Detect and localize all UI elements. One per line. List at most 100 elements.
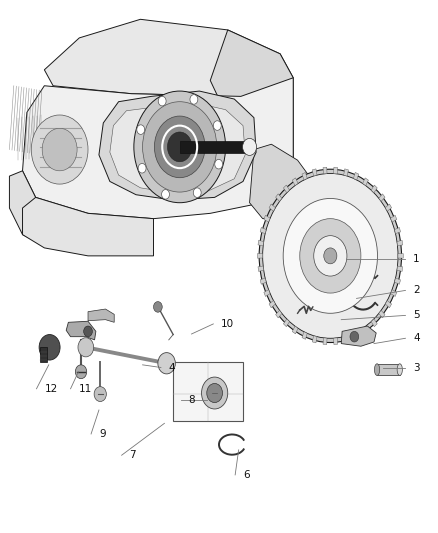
Polygon shape bbox=[385, 301, 392, 308]
Polygon shape bbox=[379, 194, 385, 201]
Circle shape bbox=[31, 115, 88, 184]
Circle shape bbox=[263, 173, 398, 338]
Polygon shape bbox=[302, 172, 307, 180]
Polygon shape bbox=[110, 103, 245, 193]
Polygon shape bbox=[397, 240, 403, 246]
Bar bbox=[40, 348, 47, 362]
Text: 9: 9 bbox=[99, 429, 106, 439]
Circle shape bbox=[314, 236, 347, 276]
Circle shape bbox=[162, 190, 170, 199]
Polygon shape bbox=[276, 310, 282, 318]
Text: 2: 2 bbox=[413, 286, 420, 295]
Circle shape bbox=[350, 332, 359, 342]
Bar bbox=[180, 141, 250, 153]
Polygon shape bbox=[341, 326, 376, 346]
Polygon shape bbox=[22, 197, 153, 256]
Circle shape bbox=[190, 95, 198, 104]
Polygon shape bbox=[395, 228, 400, 233]
Circle shape bbox=[137, 125, 145, 134]
Polygon shape bbox=[323, 338, 327, 344]
Bar bbox=[377, 364, 400, 375]
Text: 5: 5 bbox=[413, 310, 420, 320]
Circle shape bbox=[154, 116, 205, 177]
Text: 3: 3 bbox=[413, 362, 420, 373]
Polygon shape bbox=[334, 167, 338, 174]
Text: 7: 7 bbox=[130, 450, 136, 460]
Circle shape bbox=[193, 188, 201, 197]
Polygon shape bbox=[323, 167, 327, 174]
Text: 4: 4 bbox=[169, 362, 175, 373]
Polygon shape bbox=[353, 332, 359, 340]
Text: 8: 8 bbox=[188, 395, 195, 406]
Polygon shape bbox=[44, 19, 293, 96]
Circle shape bbox=[158, 353, 175, 374]
Bar bbox=[173, 362, 243, 421]
Circle shape bbox=[207, 383, 223, 402]
Polygon shape bbox=[66, 321, 96, 340]
Polygon shape bbox=[344, 336, 348, 343]
Polygon shape bbox=[344, 169, 348, 176]
Polygon shape bbox=[260, 228, 266, 233]
Polygon shape bbox=[258, 266, 264, 271]
Polygon shape bbox=[398, 254, 403, 258]
Polygon shape bbox=[269, 301, 276, 308]
Polygon shape bbox=[292, 178, 298, 185]
Circle shape bbox=[300, 219, 361, 293]
Polygon shape bbox=[99, 91, 256, 200]
Polygon shape bbox=[371, 319, 377, 327]
Circle shape bbox=[134, 91, 226, 203]
Polygon shape bbox=[260, 278, 266, 284]
Polygon shape bbox=[379, 310, 385, 318]
Polygon shape bbox=[283, 185, 290, 193]
Polygon shape bbox=[264, 215, 270, 222]
Ellipse shape bbox=[374, 364, 380, 375]
Text: 10: 10 bbox=[221, 319, 234, 329]
Circle shape bbox=[75, 365, 87, 378]
Circle shape bbox=[259, 169, 402, 343]
Circle shape bbox=[201, 377, 228, 409]
Polygon shape bbox=[312, 336, 317, 343]
Circle shape bbox=[213, 121, 221, 131]
Circle shape bbox=[215, 159, 223, 169]
Circle shape bbox=[84, 326, 92, 337]
Circle shape bbox=[158, 96, 166, 106]
Text: 6: 6 bbox=[243, 470, 250, 480]
Circle shape bbox=[143, 102, 217, 192]
Polygon shape bbox=[302, 332, 307, 340]
Polygon shape bbox=[334, 338, 338, 344]
Polygon shape bbox=[269, 204, 276, 211]
Text: 1: 1 bbox=[413, 254, 420, 263]
Polygon shape bbox=[250, 144, 319, 219]
Polygon shape bbox=[385, 204, 392, 211]
Polygon shape bbox=[88, 309, 114, 322]
Polygon shape bbox=[391, 215, 397, 222]
Polygon shape bbox=[283, 319, 290, 327]
Polygon shape bbox=[363, 326, 368, 334]
Polygon shape bbox=[264, 290, 270, 296]
Ellipse shape bbox=[397, 364, 403, 375]
Circle shape bbox=[167, 132, 192, 162]
Circle shape bbox=[138, 164, 146, 173]
Polygon shape bbox=[276, 194, 282, 201]
Polygon shape bbox=[258, 240, 264, 246]
Polygon shape bbox=[22, 78, 293, 219]
Polygon shape bbox=[210, 30, 293, 171]
Polygon shape bbox=[353, 172, 359, 180]
Polygon shape bbox=[391, 290, 397, 296]
Polygon shape bbox=[371, 185, 377, 193]
Polygon shape bbox=[10, 171, 53, 245]
Circle shape bbox=[39, 335, 60, 360]
Polygon shape bbox=[395, 278, 400, 284]
Circle shape bbox=[94, 386, 106, 401]
Text: 4: 4 bbox=[413, 333, 420, 343]
Circle shape bbox=[283, 198, 378, 313]
Circle shape bbox=[78, 338, 94, 357]
Circle shape bbox=[243, 139, 257, 156]
Circle shape bbox=[153, 302, 162, 312]
Circle shape bbox=[324, 248, 337, 264]
Text: 12: 12 bbox=[44, 384, 58, 394]
Text: 11: 11 bbox=[78, 384, 92, 394]
Polygon shape bbox=[292, 326, 298, 334]
Polygon shape bbox=[258, 254, 263, 258]
Polygon shape bbox=[397, 266, 403, 271]
